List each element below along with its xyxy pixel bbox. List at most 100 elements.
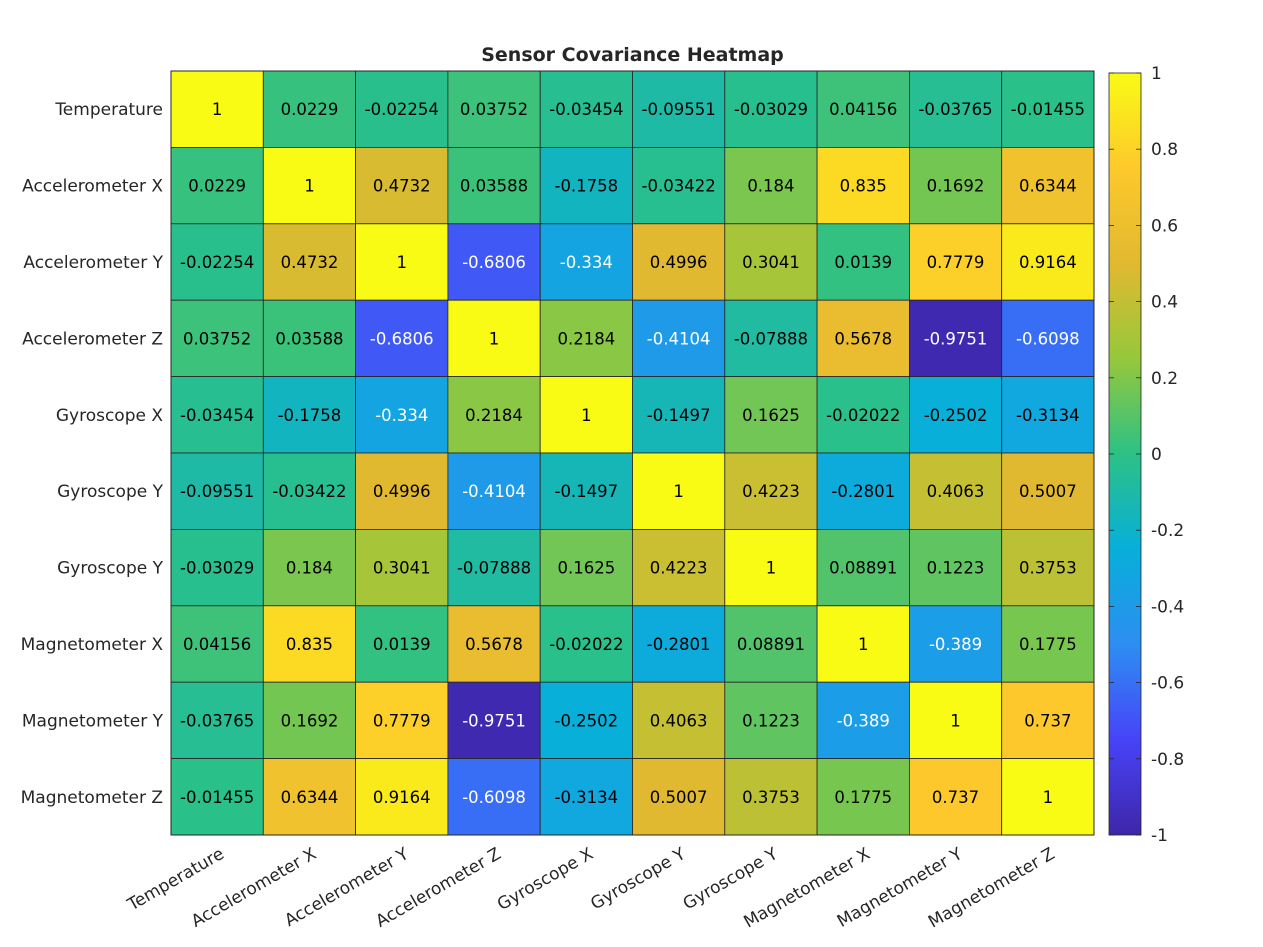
heatmap-cell bbox=[909, 605, 1003, 683]
cell-value-label: 0.1223 bbox=[927, 559, 985, 578]
heatmap-cell bbox=[724, 529, 818, 607]
cell-value-label: 0.1692 bbox=[281, 711, 339, 730]
cell-value-label: 0.5678 bbox=[465, 635, 523, 654]
heatmap-cell bbox=[724, 681, 818, 760]
cell-value-label: 0.1223 bbox=[742, 711, 800, 730]
heatmap-cell bbox=[539, 299, 633, 378]
cell-value-label: 0.3753 bbox=[1019, 559, 1077, 578]
heatmap-cell bbox=[262, 758, 356, 836]
heatmap-cell bbox=[816, 299, 910, 378]
cell-value-label: 0.0229 bbox=[281, 100, 339, 119]
cell-value-label: 0.08891 bbox=[829, 559, 897, 578]
cell-value-label: -0.03454 bbox=[549, 100, 623, 119]
cell-value-label: 1 bbox=[858, 635, 869, 654]
y-tick-label: Gyroscope Y bbox=[57, 559, 164, 579]
heatmap-cell bbox=[539, 376, 633, 454]
heatmap-cell bbox=[355, 605, 449, 683]
cell-value-label: 0.1775 bbox=[834, 788, 892, 807]
heatmap-cell bbox=[262, 681, 356, 760]
cell-value-label: -0.03422 bbox=[642, 177, 716, 196]
colorbar-tick-label: -0.4 bbox=[1151, 597, 1184, 617]
cell-value-label: -0.03422 bbox=[272, 482, 346, 501]
heatmap-cell bbox=[1001, 376, 1095, 454]
cell-value-label: 0.03752 bbox=[183, 329, 251, 348]
heatmap-cell bbox=[724, 146, 818, 225]
heatmap-cell bbox=[447, 758, 541, 836]
heatmap-cell bbox=[170, 529, 264, 607]
cell-value-label: 1 bbox=[581, 406, 592, 425]
cell-value-label: 0.184 bbox=[286, 559, 333, 578]
heatmap-cell bbox=[632, 681, 726, 760]
cell-value-label: -0.01455 bbox=[1011, 100, 1085, 119]
cell-value-label: -0.389 bbox=[929, 635, 982, 654]
cell-value-label: 0.4063 bbox=[650, 711, 708, 730]
heatmap-cell bbox=[539, 605, 633, 683]
heatmap-cell bbox=[816, 681, 910, 760]
cell-value-label: -0.1758 bbox=[554, 177, 618, 196]
heatmap-cell bbox=[262, 605, 356, 683]
cell-value-label: -0.6806 bbox=[462, 253, 526, 272]
heatmap-cell bbox=[632, 376, 726, 454]
colorbar-tick-label: 1 bbox=[1151, 64, 1162, 84]
heatmap-cell bbox=[539, 70, 633, 148]
heatmap-cell bbox=[539, 681, 633, 760]
cell-value-label: -0.9751 bbox=[462, 711, 526, 730]
cell-value-label: -0.2502 bbox=[924, 406, 988, 425]
heatmap-cell bbox=[355, 452, 449, 530]
cell-value-label: 0.4996 bbox=[373, 482, 431, 501]
cell-value-label: -0.03029 bbox=[734, 100, 808, 119]
y-tick-label: Magnetometer X bbox=[21, 635, 164, 655]
cell-value-label: -0.02254 bbox=[365, 100, 439, 119]
heatmap-cell bbox=[724, 223, 818, 301]
cell-value-label: 0.1775 bbox=[1019, 635, 1077, 654]
cell-value-label: -0.334 bbox=[560, 253, 613, 272]
heatmap-cell bbox=[539, 758, 633, 836]
colorbar-tick-label: 0.8 bbox=[1151, 140, 1178, 160]
y-tick-label: Accelerometer Y bbox=[23, 253, 163, 273]
heatmap-cell bbox=[816, 146, 910, 225]
heatmap-cell bbox=[632, 146, 726, 225]
cell-value-label: -0.03765 bbox=[180, 711, 254, 730]
cell-value-label: 0.7779 bbox=[927, 253, 985, 272]
heatmap-cell bbox=[262, 146, 356, 225]
cell-value-label: 0.03588 bbox=[460, 177, 528, 196]
heatmap-cell bbox=[816, 376, 910, 454]
heatmap-cell bbox=[539, 223, 633, 301]
heatmap-cell bbox=[724, 299, 818, 378]
cell-value-label: 0.6344 bbox=[1019, 177, 1077, 196]
y-tick-label: Gyroscope Y bbox=[57, 482, 164, 502]
heatmap-cell bbox=[724, 452, 818, 530]
cell-value-label: 0.3041 bbox=[742, 253, 800, 272]
cell-value-label: 0.7779 bbox=[373, 711, 431, 730]
cell-value-label: 1 bbox=[397, 253, 408, 272]
cell-value-label: 0.4732 bbox=[281, 253, 339, 272]
heatmap-cell bbox=[447, 681, 541, 760]
cell-value-label: -0.389 bbox=[837, 711, 890, 730]
heatmap-cell bbox=[447, 452, 541, 530]
cell-value-label: 0.737 bbox=[1024, 711, 1071, 730]
cell-value-label: 1 bbox=[766, 559, 777, 578]
cell-value-label: -0.01455 bbox=[180, 788, 254, 807]
colorbar-tick-label: -0.6 bbox=[1151, 674, 1184, 694]
cell-value-label: 0.9164 bbox=[1019, 253, 1077, 272]
heatmap-cell bbox=[909, 223, 1003, 301]
cell-value-label: -0.4104 bbox=[647, 329, 711, 348]
cell-value-label: 0.4732 bbox=[373, 177, 431, 196]
heatmap-cell bbox=[262, 70, 356, 148]
cell-value-label: 0.5678 bbox=[834, 329, 892, 348]
heatmap-cell bbox=[170, 758, 264, 836]
cell-value-label: 1 bbox=[673, 482, 684, 501]
cell-value-label: 0.3041 bbox=[373, 559, 431, 578]
heatmap-cell bbox=[170, 223, 264, 301]
cell-value-label: -0.09551 bbox=[180, 482, 254, 501]
cell-value-label: 0.835 bbox=[840, 177, 887, 196]
heatmap-cell bbox=[724, 376, 818, 454]
cell-value-label: -0.02022 bbox=[549, 635, 623, 654]
heatmap-cell bbox=[632, 605, 726, 683]
cell-value-label: 0.0139 bbox=[834, 253, 892, 272]
heatmap-cell bbox=[355, 681, 449, 760]
heatmap-cell bbox=[447, 70, 541, 148]
cell-value-label: -0.3134 bbox=[1016, 406, 1080, 425]
heatmap-cell bbox=[1001, 70, 1095, 148]
